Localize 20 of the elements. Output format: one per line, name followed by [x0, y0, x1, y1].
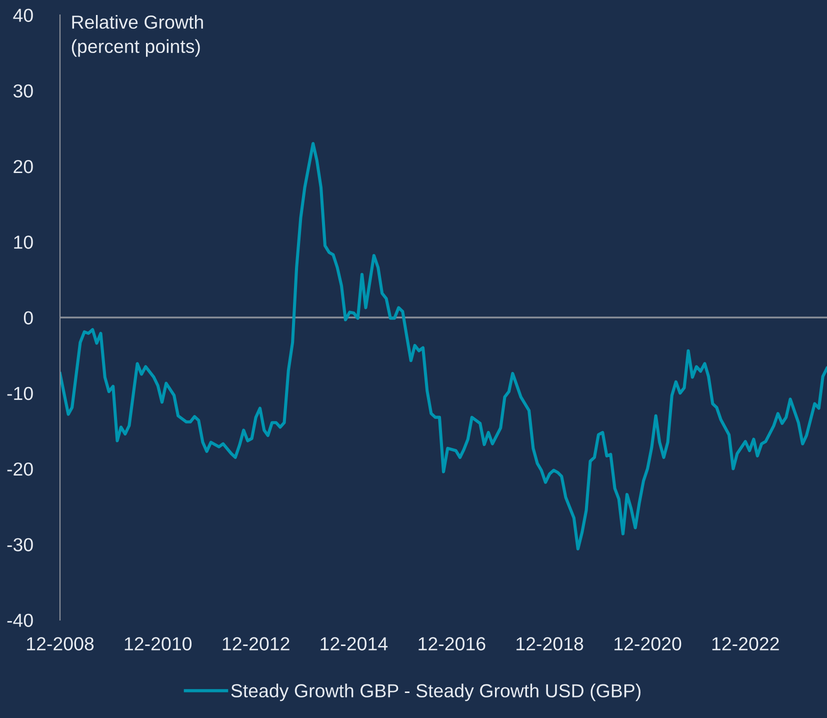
y-tick-label: 20	[14, 160, 33, 174]
x-tick-label: 12-2012	[222, 637, 290, 650]
y-tick-label: 40	[13, 8, 33, 22]
y-axis-title: Relative Growth (percent points)	[72, 15, 203, 57]
y-tick-label: -10	[7, 386, 33, 400]
x-tick-label: 12-2008	[27, 637, 94, 650]
y-tick-label: 10	[14, 236, 33, 249]
x-tick-label: 12-2010	[124, 637, 192, 650]
y-tick-label: 0	[24, 311, 33, 324]
x-tick-label: 12-2018	[516, 637, 584, 650]
x-tick-label: 12-2020	[614, 637, 682, 650]
x-tick-label: 12-2016	[418, 637, 486, 650]
line-series	[60, 142, 827, 550]
y-tick-label: -30	[7, 538, 33, 552]
y-tick-label: -40	[7, 614, 33, 627]
x-tick-label: 12-2014	[320, 637, 388, 650]
legend-label: Steady Growth GBP - Steady Growth USD (GBP)	[231, 684, 640, 702]
x-tick-label: 12-2022	[712, 637, 779, 650]
y-tick-label: -20	[7, 462, 33, 476]
y-tick-label: 30	[13, 84, 33, 98]
